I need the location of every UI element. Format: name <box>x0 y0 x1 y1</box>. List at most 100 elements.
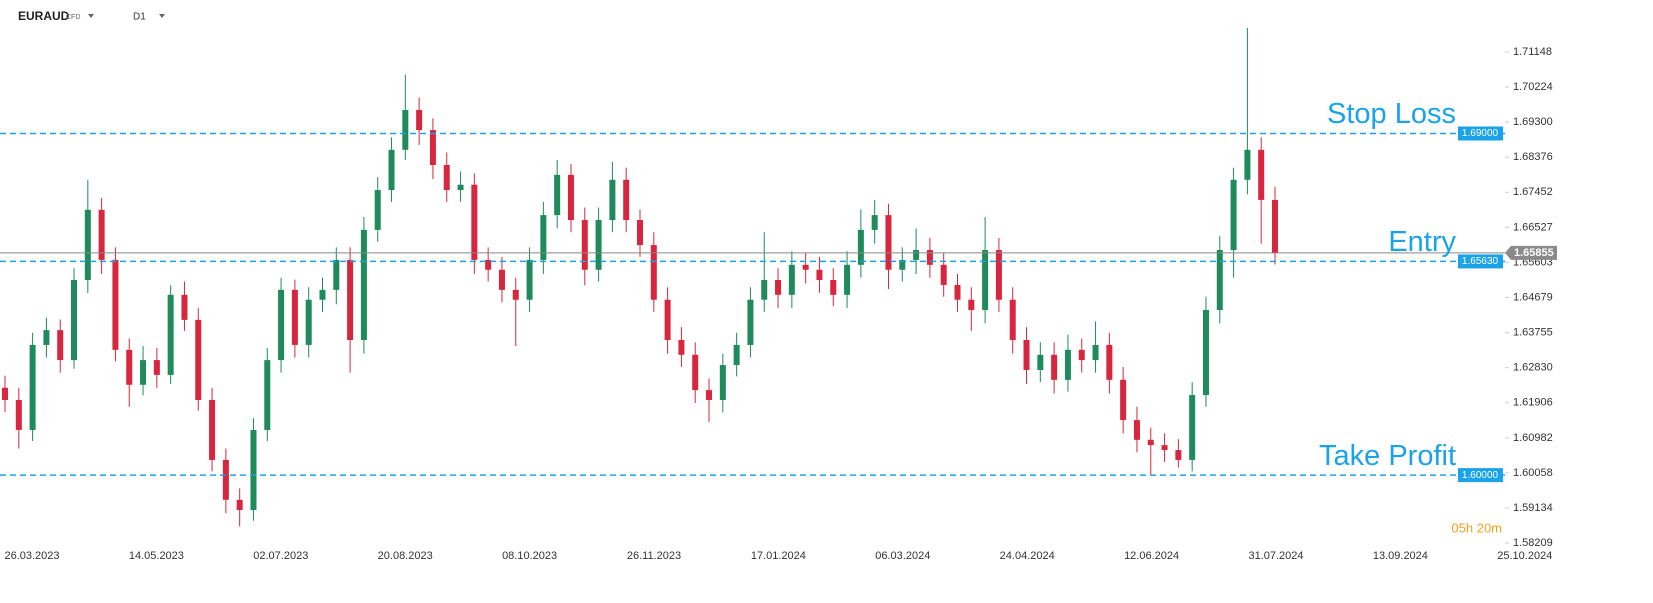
candle-body <box>1272 199 1278 254</box>
candle-body <box>761 280 768 300</box>
candle-body <box>43 330 50 345</box>
current-price-label: 1.65855 <box>1514 247 1554 259</box>
y-tick-label: 1.62830 <box>1513 362 1553 374</box>
candle-body <box>1120 379 1127 421</box>
x-tick-label: 17.01.2024 <box>751 550 806 562</box>
candle-body <box>291 289 298 345</box>
candle-body <box>913 250 920 260</box>
candle-body <box>443 165 450 191</box>
candle-body <box>1230 179 1237 251</box>
y-tick-label: 1.59134 <box>1513 502 1553 514</box>
candle-body <box>1216 250 1223 311</box>
candle-body <box>664 299 671 340</box>
candle-body <box>706 390 713 400</box>
candle-body <box>402 109 409 150</box>
candle-body <box>719 365 726 400</box>
candle-body <box>968 299 975 311</box>
candle-body <box>126 349 133 385</box>
y-tick-label: 1.60982 <box>1513 432 1553 444</box>
candle-body <box>333 259 340 290</box>
level-value: 1.60000 <box>1462 470 1499 481</box>
x-tick-label: 14.05.2023 <box>129 550 184 562</box>
y-tick-label: 1.70224 <box>1513 81 1553 93</box>
candle-body <box>209 399 216 460</box>
x-tick-label: 25.10.2024 <box>1497 550 1552 562</box>
candle-body <box>388 149 395 191</box>
candle-body <box>250 429 257 511</box>
candle-body <box>678 339 685 355</box>
candle-body <box>278 289 285 361</box>
timeframe[interactable]: D1 <box>133 12 146 23</box>
candle-body <box>857 229 864 265</box>
candle-body <box>181 294 188 320</box>
candle-body <box>84 209 91 281</box>
candle-body <box>1037 354 1044 370</box>
candle-body <box>526 259 533 300</box>
y-tick-label: 1.64679 <box>1513 291 1553 303</box>
level-value: 1.69000 <box>1462 128 1499 139</box>
candle-body <box>1009 299 1016 340</box>
candle-body <box>1189 395 1196 460</box>
candle-body <box>802 264 809 270</box>
x-tick-label: 31.07.2024 <box>1248 550 1303 562</box>
y-tick-label: 1.69300 <box>1513 116 1553 128</box>
candle-body <box>1092 344 1099 361</box>
y-tick-label: 1.61906 <box>1513 397 1553 409</box>
candle-body <box>775 280 782 295</box>
candle-body <box>788 264 795 295</box>
x-tick-label: 08.10.2023 <box>502 550 557 562</box>
candle-body <box>954 284 961 300</box>
level-badge <box>1458 254 1503 269</box>
candle-body <box>1064 349 1071 380</box>
current-price-badge <box>1505 245 1557 260</box>
candle-body <box>540 215 547 260</box>
candle-body <box>871 215 878 230</box>
symbol-dropdown[interactable] <box>88 14 94 18</box>
candle-body <box>498 269 505 290</box>
countdown: 05h 20m <box>1451 520 1502 535</box>
candle-body <box>747 299 754 345</box>
candle-body <box>98 209 105 260</box>
candle-body <box>1078 349 1085 361</box>
candle-body <box>512 289 519 300</box>
y-tick-label: 1.67452 <box>1513 186 1553 198</box>
candle-body <box>567 174 574 221</box>
candle-body <box>15 399 22 430</box>
y-tick-label: 1.58209 <box>1513 537 1553 549</box>
y-tick-label: 1.60058 <box>1513 467 1553 479</box>
level-badge <box>1458 126 1503 141</box>
candle-body <box>57 330 64 361</box>
x-tick-label: 26.11.2023 <box>627 550 681 562</box>
instrument: CFD <box>66 14 80 21</box>
candle-body <box>926 250 933 265</box>
timeframe-dropdown[interactable] <box>159 14 165 18</box>
candle-body <box>360 229 367 340</box>
candle-body <box>899 259 906 270</box>
candle-body <box>581 220 588 270</box>
candle-body <box>609 179 616 221</box>
candle-body <box>195 319 202 400</box>
candle-body <box>319 289 326 300</box>
candle-body <box>374 190 381 230</box>
symbol[interactable]: EURAUD <box>18 9 70 23</box>
candle-body <box>1051 354 1058 380</box>
candle-body <box>595 220 602 270</box>
candle-body <box>637 220 643 246</box>
x-tick-label: 13.09.2024 <box>1373 550 1428 562</box>
y-tick-label: 1.66527 <box>1513 221 1553 233</box>
level-badge <box>1458 468 1503 483</box>
candle-body <box>844 264 851 295</box>
x-tick-label: 12.06.2024 <box>1124 550 1179 562</box>
candle-body <box>1244 149 1251 180</box>
candle-body <box>1161 445 1168 451</box>
candle-body <box>416 109 423 131</box>
candle-body <box>112 259 119 350</box>
x-tick-label: 06.03.2024 <box>875 550 930 562</box>
candle-body <box>830 280 837 295</box>
candle-body <box>885 215 892 270</box>
candle-body <box>1147 439 1154 446</box>
candle-body <box>1133 420 1140 440</box>
candle-body <box>167 294 174 375</box>
level-name: Stop Loss <box>1327 98 1456 130</box>
